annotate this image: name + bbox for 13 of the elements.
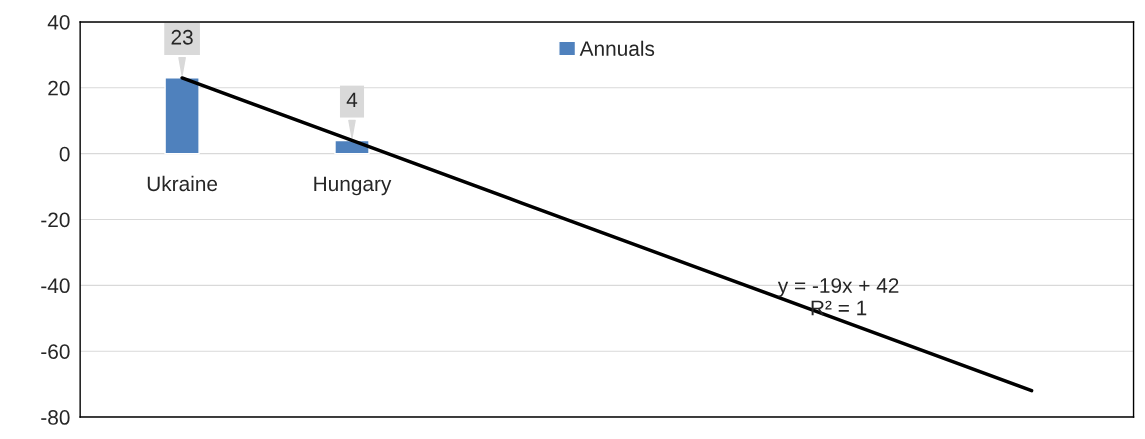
y-tick-label: 20 xyxy=(48,80,70,96)
y-tick-label: 0 xyxy=(59,146,70,162)
y-tick-label: -20 xyxy=(41,212,70,228)
data-label: 4 xyxy=(346,92,358,107)
y-tick-label: -80 xyxy=(41,410,70,425)
annotation: y = -19x + 42 R² = 1 xyxy=(777,278,899,316)
y-tick-label: -60 xyxy=(41,344,70,359)
x-tick-label: Ukraine xyxy=(147,175,218,192)
legend-label: Annuals xyxy=(579,40,655,56)
y-tick-label: -40 xyxy=(41,278,70,294)
y-tick-label: 40 xyxy=(47,14,70,30)
data-label: 23 xyxy=(171,29,193,45)
x-tick-label: Hungary xyxy=(314,176,392,196)
